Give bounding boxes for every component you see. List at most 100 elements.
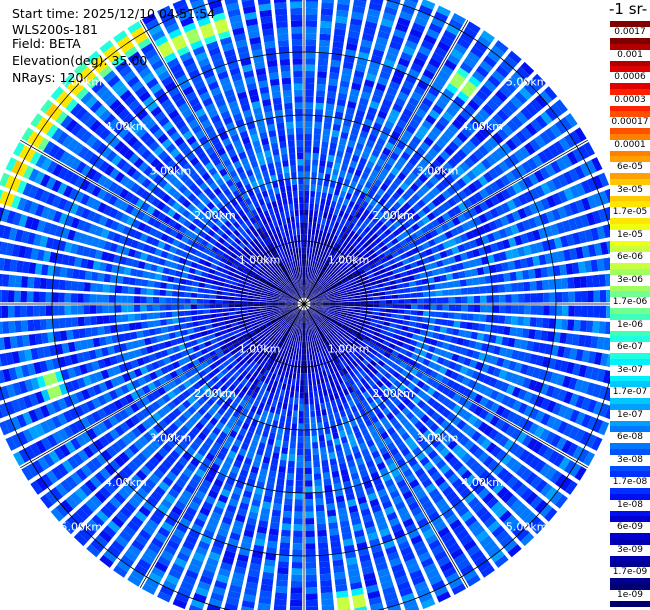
range-gate-cell <box>276 573 289 581</box>
range-gate-cell <box>508 360 517 371</box>
range-gate-cell <box>323 265 328 273</box>
range-gate-cell <box>335 182 343 190</box>
range-gate-cell <box>346 557 358 566</box>
range-gate-cell <box>316 510 326 518</box>
range-gate-cell <box>308 315 311 322</box>
range-gate-cell <box>285 331 290 338</box>
range-gate-cell <box>598 172 610 187</box>
range-gate-cell <box>147 280 155 288</box>
range-gate-cell <box>361 448 370 457</box>
range-gate-cell <box>330 263 336 270</box>
range-gate-cell <box>432 390 441 400</box>
range-gate-cell <box>478 323 486 332</box>
range-gate-cell <box>305 0 319 2</box>
range-gate-cell <box>187 328 195 335</box>
range-gate-cell <box>305 461 312 468</box>
range-gate-cell <box>566 442 579 457</box>
range-gate-cell <box>501 408 511 420</box>
range-gate-cell <box>536 280 543 291</box>
range-gate-cell <box>357 0 367 2</box>
range-gate-cell <box>253 399 260 408</box>
range-gate-cell <box>313 254 317 262</box>
range-gate-cell <box>416 292 424 298</box>
range-gate-cell <box>266 384 272 392</box>
range-gate-cell <box>294 360 298 367</box>
range-gate-cell <box>466 427 477 438</box>
range-gate-cell <box>332 274 339 280</box>
range-gate-cell <box>355 490 366 499</box>
range-gate-cell <box>539 166 551 180</box>
range-gate-cell <box>220 329 228 336</box>
range-gate-cell <box>346 252 353 260</box>
range-gate-cell <box>182 540 195 551</box>
range-gate-cell <box>430 339 438 346</box>
range-gate-cell <box>83 293 90 303</box>
range-gate-cell <box>272 452 280 460</box>
range-gate-cell <box>315 109 324 116</box>
range-gate-cell <box>219 522 231 532</box>
range-gate-cell <box>340 217 347 226</box>
range-gate-cell <box>281 408 287 416</box>
range-gate-cell <box>383 436 393 446</box>
range-gate-cell <box>431 411 441 422</box>
range-gate-cell <box>354 606 368 610</box>
range-gate-cell <box>529 188 540 201</box>
range-gate-cell <box>361 326 369 332</box>
range-gate-cell <box>459 61 473 74</box>
range-gate-cell <box>339 315 346 320</box>
range-gate-cell <box>341 474 351 483</box>
range-gate-cell <box>450 227 459 237</box>
range-gate-cell <box>478 276 486 285</box>
range-gate-cell <box>329 300 336 303</box>
range-gate-cell <box>473 149 485 161</box>
range-gate-cell <box>253 544 265 553</box>
range-gate-cell <box>518 305 525 315</box>
range-gate-cell <box>148 272 156 280</box>
range-gate-cell <box>460 347 468 356</box>
range-gate-cell <box>315 268 320 276</box>
range-gate-cell <box>456 337 464 346</box>
range-gate-cell <box>462 339 471 347</box>
range-gate-cell <box>359 553 371 563</box>
range-gate-cell <box>235 480 245 490</box>
range-gate-cell <box>516 66 530 80</box>
range-gate-cell <box>451 182 462 192</box>
range-gate-cell <box>550 251 559 264</box>
range-gate-cell <box>596 258 605 272</box>
range-gate-cell <box>90 282 98 292</box>
range-gate-cell <box>469 117 482 130</box>
range-gate-cell <box>221 516 233 526</box>
range-gate-cell <box>320 322 325 329</box>
range-gate-cell <box>297 322 300 329</box>
range-gate-cell <box>375 260 383 267</box>
range-gate-cell <box>332 168 340 176</box>
range-gate-cell <box>366 311 373 315</box>
range-gate-cell <box>590 336 599 349</box>
range-gate-cell <box>319 27 332 35</box>
range-gate-cell <box>373 271 381 277</box>
range-gate-cell <box>319 337 324 345</box>
range-gate-cell <box>228 308 235 312</box>
range-gate-cell <box>313 140 321 148</box>
range-gate-cell <box>58 279 66 290</box>
range-gate-cell <box>243 436 252 445</box>
range-gate-cell <box>363 27 376 36</box>
range-gate-cell <box>190 598 205 609</box>
range-gate-cell <box>312 267 316 274</box>
range-gate-cell <box>326 341 332 348</box>
range-gate-cell <box>540 267 549 278</box>
range-gate-cell <box>436 193 447 204</box>
range-gate-cell <box>330 273 337 279</box>
range-gate-cell <box>140 287 148 295</box>
range-gate-cell <box>399 253 408 260</box>
range-gate-cell <box>501 490 514 504</box>
range-gate-cell <box>480 565 495 578</box>
range-gate-cell <box>421 323 429 330</box>
range-gate-cell <box>472 277 480 286</box>
range-gate-cell <box>357 246 365 254</box>
range-gate-cell <box>346 262 353 268</box>
range-gate-cell <box>307 308 312 315</box>
range-gate-cell <box>190 304 197 310</box>
range-gate-cell <box>384 286 391 291</box>
range-gate-cell <box>336 216 342 224</box>
